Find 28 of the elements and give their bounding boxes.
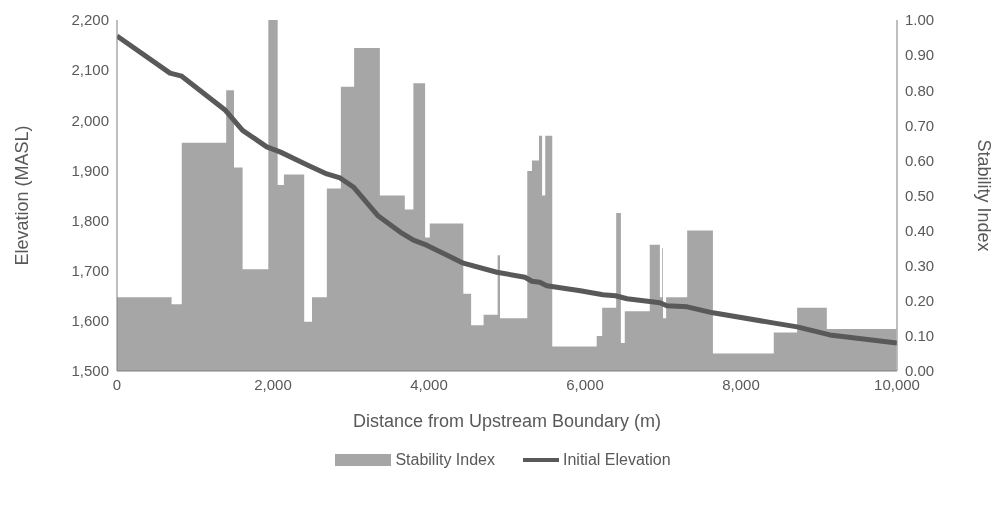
y-tick-label: 2,000 (71, 111, 109, 129)
y-tick-label: 2,200 (71, 11, 109, 29)
y2-tick-label: 0.30 (905, 257, 935, 275)
legend-label: Stability Index (395, 451, 495, 469)
x-axis-title: Distance from Upstream Boundary (m) (352, 411, 662, 431)
y-tick-label: 1,800 (71, 211, 109, 229)
x-tick-label: 4,000 (410, 375, 448, 393)
y-tick-label: 2,100 (71, 61, 109, 79)
y2-tick-label: 0.10 (905, 327, 935, 345)
y2-tick-label: 0.40 (905, 221, 935, 239)
y2-axis-title: Stability Index (973, 139, 994, 252)
y-tick-label: 1,500 (71, 362, 109, 380)
legend-label: Initial Elevation (562, 451, 671, 469)
y2-tick-label: 0.20 (905, 292, 935, 310)
y2-tick-label: 0.80 (905, 81, 935, 99)
x-tick-label: 2,000 (254, 375, 292, 393)
y2-tick-label: 0.60 (905, 151, 935, 169)
y-tick-label: 1,700 (71, 262, 109, 280)
y2-tick-label: 0.70 (905, 116, 935, 134)
y2-tick-label: 0.50 (905, 186, 935, 204)
y-tick-label: 1,600 (71, 312, 109, 330)
y-axis-title: Elevation (MASL) (12, 125, 33, 266)
y2-tick-label: 0.90 (905, 46, 935, 64)
x-tick-label: 8,000 (722, 375, 760, 393)
y-tick-label: 1,900 (71, 161, 109, 179)
x-tick-label: 6,000 (566, 375, 604, 393)
x-tick-label: 0 (112, 375, 122, 393)
y2-tick-label: 1.00 (905, 11, 935, 29)
